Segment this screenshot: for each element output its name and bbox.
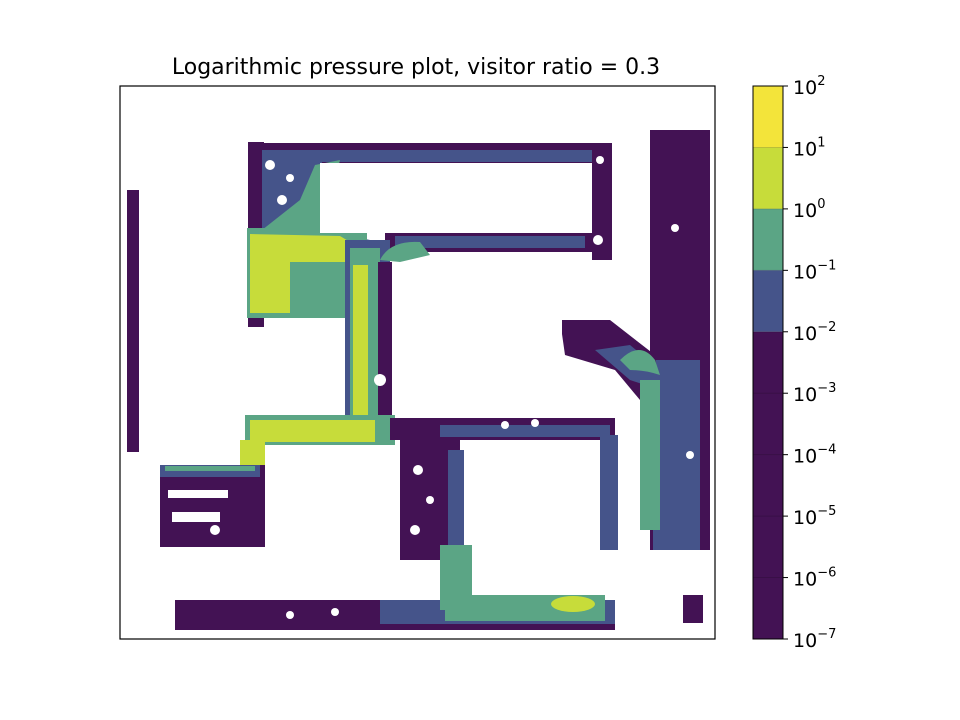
gap-speck — [331, 608, 339, 616]
colorbar-tick-label: 10−6 — [793, 566, 836, 591]
gap-speck — [593, 235, 603, 245]
gap-speck — [596, 156, 604, 164]
colorbar-level-1 — [753, 147, 783, 209]
colorbar-tick-label: 10−3 — [793, 381, 836, 406]
colorbar-tick-label: 10−7 — [793, 627, 836, 652]
colorbar-tick-label: 10−2 — [793, 320, 836, 345]
gap-speck — [286, 174, 294, 182]
colorbar-tick-label: 10−4 — [793, 443, 836, 468]
region-left-lower-block — [160, 465, 265, 547]
region-left-block — [250, 234, 360, 313]
gap-speck — [265, 160, 275, 170]
contour-gaps — [210, 156, 694, 619]
colorbar-frame — [752, 85, 784, 640]
room-interior-1 — [320, 163, 592, 233]
gap-speck — [686, 451, 694, 459]
region-mid-bar-extension-band — [440, 425, 610, 437]
region-mid-bar-join — [240, 440, 265, 465]
region-center-right-channel — [378, 262, 392, 442]
colorbar-tick-label: 101 — [793, 135, 825, 160]
colorbar-level-0 — [753, 86, 783, 148]
region-central-shaft-band — [448, 450, 464, 550]
region-center-channel-core — [353, 265, 368, 425]
chart-title: Logarithmic pressure plot, visitor ratio… — [172, 55, 660, 80]
colorbar-tick-label: 102 — [793, 74, 825, 99]
region-left-lower-gap-1 — [168, 490, 228, 498]
region-right-inflow-teal — [620, 350, 660, 375]
colorbar-level-2 — [753, 208, 783, 271]
region-top-corridor-band — [305, 150, 605, 162]
colorbar-tick-label: 10−1 — [793, 258, 836, 283]
colorbar: 102 101 100 10−1 10−2 10−3 10−4 10−5 10−6 10−7 — [752, 74, 836, 652]
room-interior-4 — [392, 262, 562, 412]
region-left-lower-gap-2 — [172, 512, 220, 522]
gap-speck — [426, 496, 434, 504]
pressure-field — [127, 90, 710, 630]
room-interior-3 — [266, 445, 400, 590]
room-interior-2 — [474, 440, 600, 585]
room-interior-5 — [140, 90, 245, 185]
gap-speck — [501, 421, 509, 429]
region-left-lower-teal — [165, 466, 255, 471]
region-right-middle-shaft — [600, 435, 618, 550]
gap-speck — [286, 611, 294, 619]
gap-speck — [410, 525, 420, 535]
colorbar-level-3 — [753, 270, 783, 332]
plot-frame — [119, 85, 716, 640]
region-top-inner-bar-band — [395, 236, 585, 248]
region-bottom-riser — [440, 545, 472, 610]
gap-speck — [671, 224, 679, 232]
region-bottom-hotspot — [551, 596, 595, 612]
colorbar-level-4 — [753, 331, 783, 639]
region-center-right-turn — [380, 241, 430, 262]
region-mid-bar-core — [250, 420, 375, 442]
region-bottom-right-stub — [683, 595, 703, 623]
region-far-left-bar — [127, 190, 139, 452]
gap-speck — [374, 374, 386, 386]
region-right-lower-teal — [640, 380, 660, 530]
gap-speck — [413, 465, 423, 475]
gap-speck — [210, 525, 220, 535]
colorbar-tick-label: 10−5 — [793, 504, 836, 529]
gap-speck — [277, 195, 287, 205]
colorbar-tick-label: 100 — [793, 197, 825, 222]
gap-speck — [531, 419, 539, 427]
